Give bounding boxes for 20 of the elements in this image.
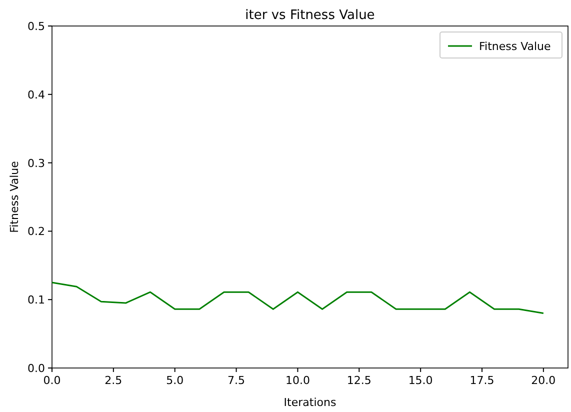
line-series — [51, 282, 544, 314]
y-tick-label: 0.4 — [28, 88, 45, 102]
x-tick-label: 0.0 — [43, 374, 61, 387]
x-tick-label: 7.5 — [228, 374, 246, 387]
y-tick-label: 0.2 — [28, 225, 45, 238]
x-tick-label: 15.0 — [408, 374, 433, 387]
y-axis-title: Fitness Value — [8, 160, 21, 233]
x-tick-label: 12.5 — [346, 374, 372, 387]
x-tick-label: 17.5 — [470, 374, 494, 387]
chart-title: iter vs Fitness Value — [245, 8, 375, 23]
x-tick-label: 2.5 — [104, 374, 122, 387]
y-tick-label: 0.1 — [28, 294, 45, 307]
legend-label: Fitness Value — [479, 40, 552, 53]
x-tick-label: 20.0 — [531, 374, 556, 387]
x-axis-title: Iterations — [284, 396, 336, 409]
y-tick-label: 0.5 — [28, 20, 45, 33]
y-tick-label: 0.3 — [28, 156, 45, 170]
y-tick-label: 0.0 — [28, 362, 45, 375]
x-tick-label: 10.0 — [285, 374, 310, 387]
x-tick-label: 5.0 — [166, 374, 184, 387]
